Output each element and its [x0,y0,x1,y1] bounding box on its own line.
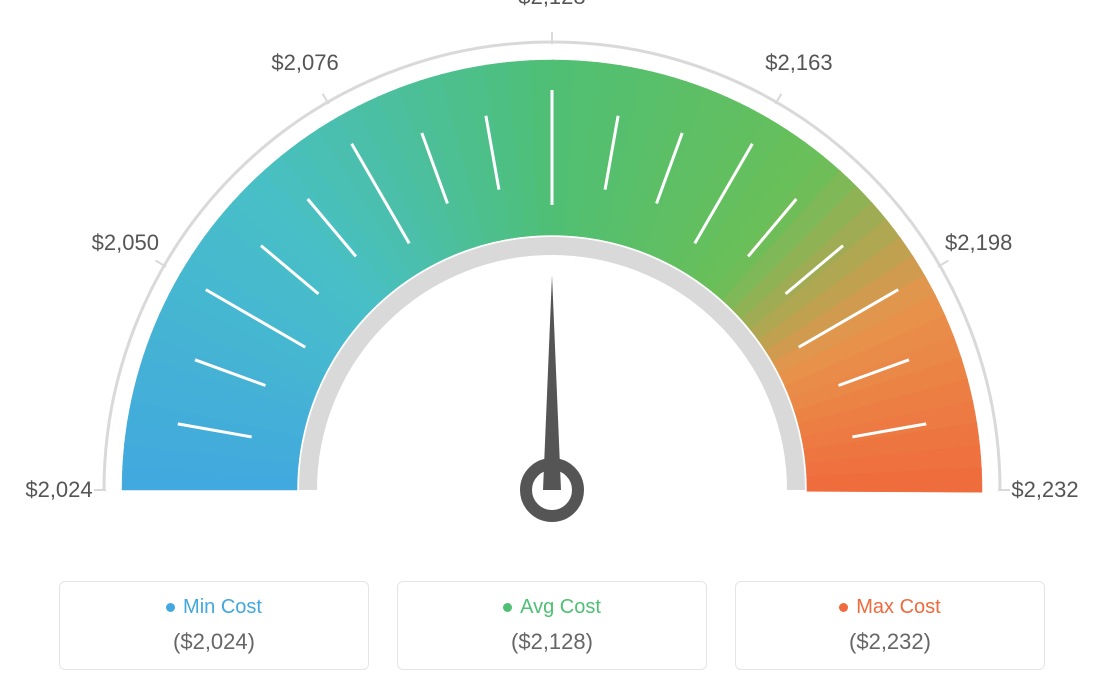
gauge-tick-label: $2,024 [25,477,92,503]
legend-value-min: ($2,024) [80,629,348,655]
legend-value-avg: ($2,128) [418,629,686,655]
gauge-tick-label: $2,076 [271,50,338,76]
gauge-tick-label: $2,198 [945,230,1012,256]
gauge-area: $2,024 $2,050 $2,076 $2,128 $2,163 $2,198 $2,2… [0,0,1104,540]
legend-row: Min Cost ($2,024) Avg Cost ($2,128) Max … [0,581,1104,670]
legend-name-avg: Avg Cost [520,596,601,619]
legend-name-max: Max Cost [856,596,940,619]
gauge-tick-label: $2,232 [1011,477,1078,503]
legend-value-max: ($2,232) [756,629,1024,655]
gauge-svg [0,0,1104,540]
legend-title-max: Max Cost [839,596,940,619]
legend-card-max: Max Cost ($2,232) [735,581,1045,670]
legend-dot-max [839,603,848,612]
gauge-chart-container: $2,024 $2,050 $2,076 $2,128 $2,163 $2,198 $2,2… [0,0,1104,690]
legend-dot-min [166,603,175,612]
legend-dot-avg [503,603,512,612]
legend-title-avg: Avg Cost [503,596,601,619]
legend-card-avg: Avg Cost ($2,128) [397,581,707,670]
legend-title-min: Min Cost [166,596,262,619]
gauge-tick-label: $2,128 [518,0,585,10]
gauge-tick-label: $2,050 [92,230,159,256]
gauge-tick-label: $2,163 [765,50,832,76]
legend-name-min: Min Cost [183,596,262,619]
legend-card-min: Min Cost ($2,024) [59,581,369,670]
